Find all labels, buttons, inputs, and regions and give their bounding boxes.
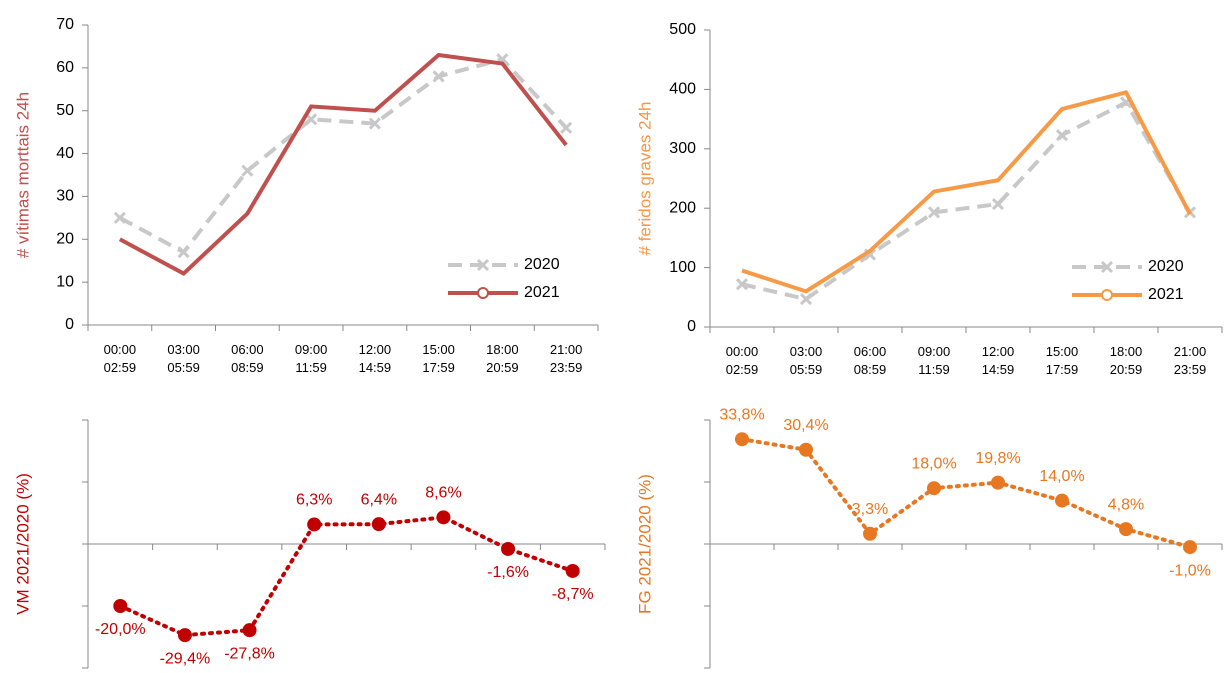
x-tick-label: 03:00 05:59 (167, 342, 200, 375)
x-tick-label: 21:00 23:59 (1173, 344, 1207, 377)
x-tick-label: 21:00 23:59 (549, 342, 583, 375)
y-tick-label: 300 (669, 140, 696, 157)
value-label: 14,0% (1039, 468, 1084, 485)
value-label: 18,0% (911, 455, 956, 472)
marker (113, 599, 128, 613)
marker (1055, 493, 1069, 508)
x-tick-label: 00:00 02:59 (725, 344, 759, 377)
x-tick-label: 00:00 02:59 (103, 342, 137, 375)
x-tick-label: 15:00 17:59 (1045, 344, 1079, 377)
marker (242, 623, 257, 638)
value-label: 4,8% (1108, 496, 1144, 513)
series-line (118, 515, 575, 638)
y-tick-label: 100 (669, 259, 696, 276)
value-label: 3,3% (852, 501, 888, 518)
marker (863, 526, 877, 541)
y-tick-label: 10 (56, 273, 74, 290)
y-tick-label: 0 (687, 318, 696, 335)
value-label: -1,6% (487, 564, 529, 581)
y-tick-label: 50 (56, 102, 74, 119)
legend-marker (1101, 289, 1113, 301)
marker (565, 563, 580, 578)
marker (735, 278, 749, 291)
marker (177, 246, 190, 259)
y-axis-label: # vítimas morttais 24h (13, 92, 32, 258)
value-label: 33,8% (719, 406, 764, 423)
legend-label: 2021 (524, 284, 560, 301)
marker (799, 293, 813, 306)
y-axis-label: VM 2021/2020 (%) (13, 473, 32, 615)
legend-label: 2020 (524, 256, 560, 273)
marker (991, 197, 1005, 211)
marker (307, 517, 322, 532)
legend-label: 2020 (1148, 258, 1184, 275)
legend-marker (1100, 260, 1114, 274)
marker (1055, 129, 1069, 142)
x-tick-label: 06:00 08:59 (231, 342, 264, 375)
value-label: -1,0% (1169, 562, 1211, 579)
legend-label: 2021 (1148, 286, 1184, 303)
y-axis-label: FG 2021/2020 (%) (635, 474, 654, 614)
series-line (741, 99, 1192, 302)
series-line (740, 437, 1192, 550)
marker (241, 164, 254, 177)
x-tick-label: 09:00 11:59 (917, 344, 951, 377)
x-tick-label: 18:00 20:59 (486, 342, 519, 375)
y-tick-label: 20 (56, 231, 74, 248)
legend-marker (477, 287, 489, 299)
marker (799, 442, 813, 457)
marker (1119, 522, 1133, 537)
x-tick-label: 12:00 14:59 (981, 344, 1015, 377)
value-label: 8,6% (425, 485, 461, 502)
series-line (118, 57, 568, 255)
marker (927, 481, 941, 496)
marker (501, 541, 516, 556)
x-tick-label: 09:00 11:59 (294, 342, 328, 375)
marker (177, 628, 192, 643)
marker (368, 117, 381, 130)
value-label: 6,3% (296, 492, 332, 509)
marker (735, 432, 749, 447)
marker (113, 211, 126, 224)
y-tick-label: 40 (56, 145, 74, 162)
marker (560, 121, 573, 134)
y-tick-label: 60 (56, 59, 74, 76)
y-axis-label: # feridos graves 24h (635, 101, 654, 255)
value-label: -20,0% (95, 621, 146, 638)
marker (432, 70, 445, 83)
marker (305, 113, 318, 126)
value-label: -8,7% (552, 586, 594, 603)
marker (436, 510, 451, 525)
value-label: -29,4% (160, 650, 211, 667)
marker (927, 206, 941, 219)
x-tick-label: 12:00 14:59 (358, 342, 392, 375)
value-label: -27,8% (224, 645, 275, 662)
y-tick-label: 30 (56, 188, 74, 205)
marker (371, 517, 386, 532)
marker (991, 475, 1005, 490)
x-tick-label: 15:00 17:59 (422, 342, 455, 375)
y-tick-label: 500 (669, 21, 696, 38)
series-line (118, 52, 568, 277)
x-tick-label: 03:00 05:59 (789, 344, 823, 377)
series-line (741, 90, 1192, 294)
y-tick-label: 400 (669, 81, 696, 98)
value-label: 6,4% (361, 491, 397, 508)
marker (1183, 540, 1197, 555)
legend-marker (476, 258, 490, 272)
x-tick-label: 06:00 08:59 (853, 344, 887, 377)
value-label: 19,8% (975, 450, 1020, 467)
y-tick-label: 0 (65, 316, 74, 333)
y-tick-label: 70 (56, 16, 74, 33)
y-tick-label: 200 (669, 199, 696, 216)
value-label: 30,4% (783, 417, 828, 434)
x-tick-label: 18:00 20:59 (1109, 344, 1143, 377)
